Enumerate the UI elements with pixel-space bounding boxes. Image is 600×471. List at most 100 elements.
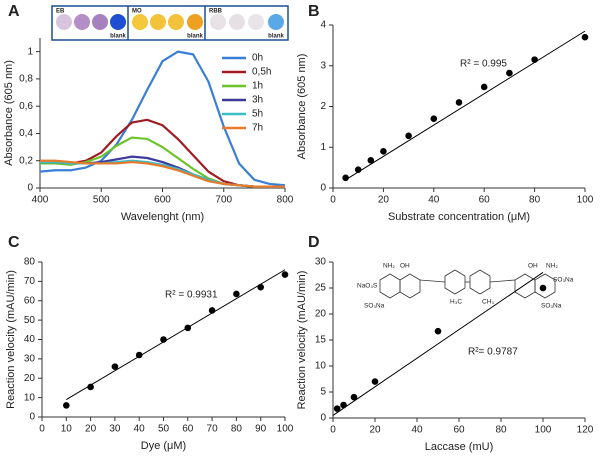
fit-line: [345, 30, 586, 181]
x-tick-label: 0: [330, 425, 336, 436]
legend-label: 1h: [252, 81, 263, 92]
y-tick-label: 70: [24, 276, 36, 287]
well: [132, 14, 148, 30]
well: [268, 14, 284, 30]
data-point: [480, 83, 488, 91]
data-point: [281, 271, 289, 278]
x-tick-label: 0: [39, 424, 45, 435]
x-tick-label: 40: [428, 195, 440, 206]
data-point: [350, 393, 358, 401]
well: [150, 14, 166, 30]
data-point: [233, 290, 240, 298]
x-tick-label: 50: [158, 424, 170, 435]
x-tick-label: 80: [231, 424, 243, 435]
panel-letter: A: [8, 3, 20, 20]
data-point: [380, 148, 387, 155]
well: [110, 14, 126, 30]
data-point: [160, 336, 167, 343]
well-plate-inset: [51, 5, 289, 41]
data-point: [87, 383, 94, 391]
y-tick-label: 30: [315, 257, 327, 268]
data-point: [455, 99, 463, 106]
y-tick-label: 25: [315, 283, 327, 294]
inset-label: EB: [56, 9, 65, 15]
y-tick-label: 20: [24, 373, 36, 384]
y-tick-label: 10: [315, 361, 327, 372]
y-tick-label: 30: [24, 354, 36, 365]
x-tick-label: 0: [330, 195, 336, 206]
data-point: [333, 405, 341, 412]
data-point: [111, 363, 119, 370]
x-axis-title: Dye (μM): [141, 440, 186, 452]
structure-label: H₃C: [450, 299, 462, 306]
legend-label: 3h: [252, 95, 263, 106]
y-tick-label: 15: [315, 335, 327, 346]
data-point: [434, 327, 442, 335]
structure-drawing: [379, 269, 556, 299]
y-tick-label: 50: [24, 315, 36, 326]
x-tick-label: 500: [93, 195, 110, 206]
fit-line: [66, 269, 286, 400]
x-tick-label: 80: [495, 425, 507, 436]
inset-blank-label: blank: [110, 34, 126, 40]
x-tick-label: 70: [207, 424, 219, 435]
y-tick-label: 1: [320, 142, 326, 153]
x-tick-label: 20: [378, 195, 390, 206]
data-point: [184, 324, 192, 332]
data-point: [430, 115, 438, 123]
panel-letter: B: [308, 3, 320, 20]
well: [248, 14, 264, 30]
x-axis-title: Wavelenght (nm): [121, 211, 204, 223]
well: [56, 14, 72, 30]
y-tick-label: 60: [24, 295, 36, 306]
y-tick-label: 0,6: [19, 101, 33, 112]
series-line: [39, 118, 285, 188]
x-tick-label: 100: [535, 425, 552, 436]
r-squared: R² = 0.995: [460, 59, 507, 70]
y-tick-label: 0,2: [19, 155, 33, 166]
x-tick-label: 60: [479, 195, 491, 206]
inset-blank-label: blank: [187, 34, 203, 40]
series-line: [40, 155, 285, 188]
x-axis-title: Substrate concentration (μM): [388, 211, 530, 223]
x-tick-label: 40: [411, 425, 423, 436]
y-tick-label: 0: [320, 413, 326, 424]
structure-label: NaO₃S: [357, 283, 378, 290]
data-point: [405, 132, 412, 140]
structure-label: SO₃Na: [541, 303, 562, 310]
y-axis-title: Reaction velocity (mAU/min): [296, 271, 308, 410]
x-tick-label: 120: [577, 425, 594, 436]
well: [168, 14, 184, 30]
legend-label: 7h: [252, 123, 263, 134]
structure-label: SO₃Na: [364, 303, 385, 310]
y-tick-label: 40: [24, 334, 36, 345]
x-tick-label: 600: [154, 195, 171, 206]
y-tick-label: 0,8: [19, 74, 33, 85]
data-point: [581, 33, 589, 41]
y-tick-label: 10: [24, 392, 36, 403]
r-squared: R²= 0.9787: [468, 347, 518, 358]
data-point: [208, 307, 216, 314]
y-axis-title: Absorbance (605 nm): [3, 60, 15, 166]
x-tick-label: 40: [134, 424, 146, 435]
data-point: [354, 166, 362, 173]
structure-label: OH: [528, 263, 538, 270]
legend-label: 0h: [252, 53, 263, 64]
well: [92, 14, 108, 30]
x-tick-label: 60: [453, 425, 465, 436]
data-point: [340, 401, 347, 409]
x-tick-label: 100: [277, 424, 294, 435]
data-point: [367, 156, 375, 164]
y-tick-label: 20: [315, 309, 327, 320]
y-tick-label: 5: [320, 387, 326, 398]
x-tick-label: 800: [277, 195, 294, 206]
data-point: [531, 56, 538, 63]
legend-label: 5h: [252, 109, 263, 120]
x-tick-label: 700: [215, 195, 232, 206]
data-point: [257, 283, 265, 291]
structure-label: NH₂: [546, 263, 558, 270]
y-tick-label: 80: [24, 257, 36, 268]
y-tick-label: 0: [27, 183, 33, 194]
x-tick-label: 100: [577, 195, 594, 206]
